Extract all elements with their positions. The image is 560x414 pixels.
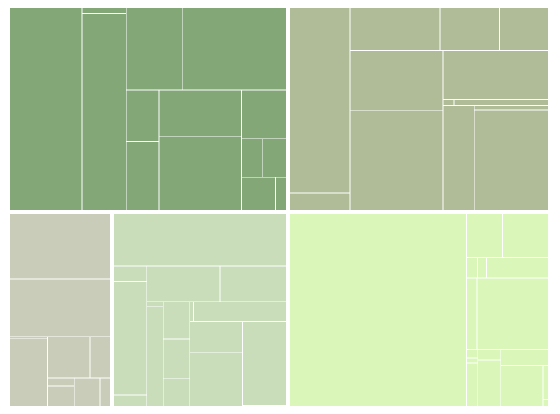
treemap-tile [219,265,287,303]
treemap-tile [241,89,287,140]
treemap-tile [47,377,75,387]
treemap-tile [189,301,194,322]
treemap-tile [465,277,478,350]
treemap-tile [486,256,549,279]
treemap-tile [349,7,441,51]
treemap-tile [542,399,549,407]
treemap-tile [113,265,148,282]
treemap-group-4 [110,210,290,410]
treemap-tile [499,7,549,51]
treemap-group-3 [6,210,114,410]
treemap-tile [473,104,549,111]
treemap-tile [542,364,549,401]
treemap-tile [502,213,549,258]
treemap-tile [289,192,351,211]
treemap-tile [162,377,191,407]
treemap-tile [465,357,479,364]
treemap-tile [113,394,148,407]
treemap-tile [500,349,549,366]
treemap-tile [289,7,351,194]
treemap-group-5 [286,210,552,410]
treemap-tile [158,89,242,138]
treemap-tile [9,337,48,407]
treemap-tile [113,213,287,267]
treemap-tile [162,301,191,340]
treemap-tile [9,213,111,280]
treemap-tile [241,321,287,406]
treemap-tile [81,13,127,211]
treemap-group-border [286,210,552,410]
treemap-tile [9,278,111,338]
treemap-group-2 [286,4,552,214]
treemap-tile [113,280,148,396]
treemap-tile [125,89,160,142]
treemap-tile [442,99,455,106]
treemap-tile [477,349,502,361]
treemap-tile [99,377,111,407]
treemap-tile [465,349,479,359]
treemap-tile [146,265,221,303]
treemap-tile [465,362,479,407]
treemap-tile [9,7,83,211]
treemap-tile [189,321,243,354]
treemap-group-1 [6,4,290,214]
treemap-tile [442,49,549,101]
treemap-tile [453,99,549,106]
treemap-tile [125,7,184,91]
treemap-tile [465,256,478,279]
treemap-tile [261,138,287,178]
treemap-tile [241,176,276,211]
treemap-tile [465,213,503,258]
treemap-tile [476,277,549,350]
treemap-tile [182,7,287,91]
treemap-tile [47,336,91,379]
treemap-tile [241,138,263,178]
treemap-tile [146,301,164,307]
treemap-tile [473,109,549,211]
treemap-tile [439,7,500,51]
treemap-tile [158,136,242,211]
treemap-tile [500,364,544,407]
treemap-tile [81,7,127,14]
treemap-tile [275,176,287,211]
treemap-tile [476,256,487,279]
treemap-tile [146,305,164,407]
treemap-tile [349,49,444,112]
treemap-tile [192,301,287,322]
treemap-tile [349,110,444,211]
treemap-tile [162,338,191,379]
treemap-tile [89,336,111,379]
treemap-tile [189,352,243,407]
treemap-tile [73,377,101,407]
treemap-tile [47,385,75,407]
treemap-tile [125,141,160,211]
treemap-tile [289,213,467,407]
treemap-tile [241,404,287,407]
treemap-tile [477,359,502,407]
treemap-tile [442,104,475,211]
